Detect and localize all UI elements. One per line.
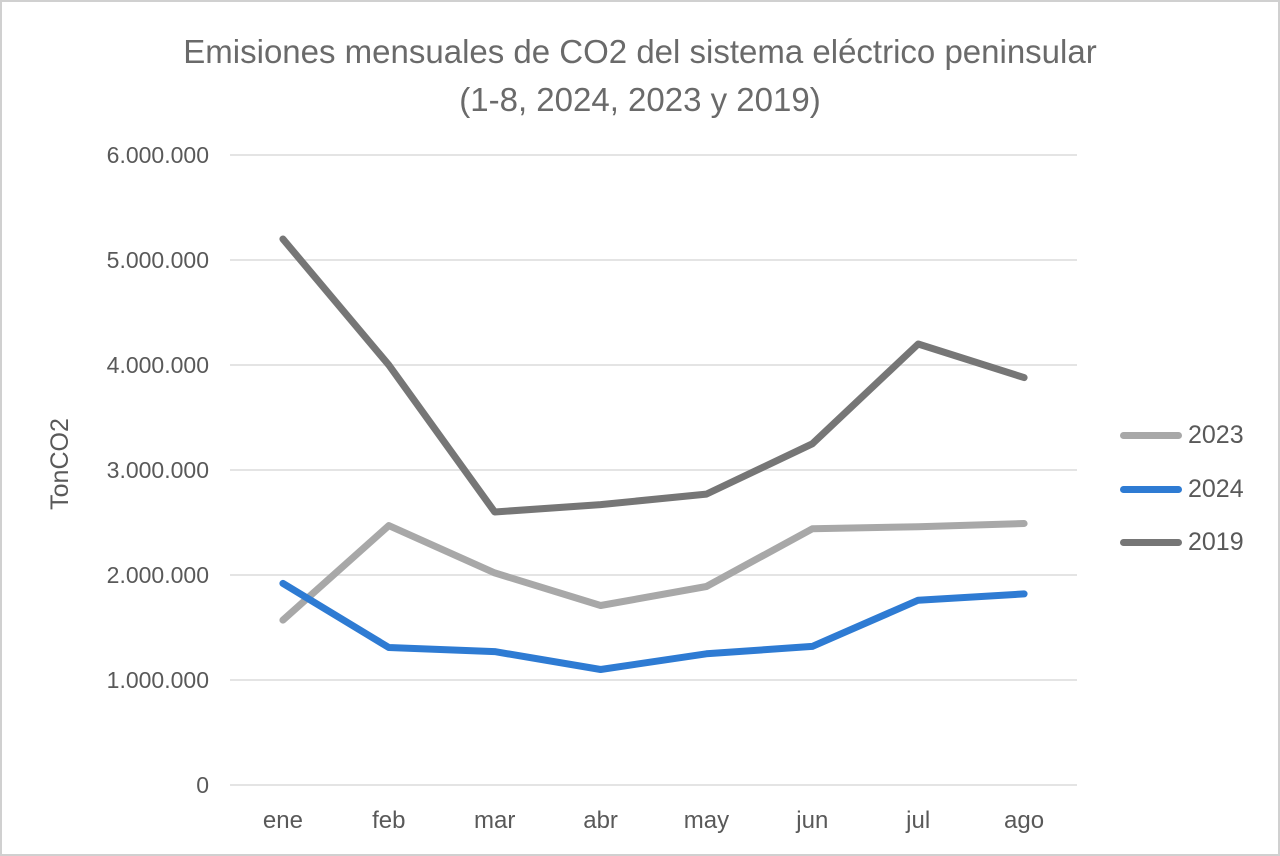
x-tick-label-jul: jul xyxy=(906,807,931,834)
legend-label-2023: 2023 xyxy=(1188,421,1244,449)
x-tick-label-ago: ago xyxy=(1004,807,1045,834)
chart-title: Emisiones mensuales de CO2 del sistema e… xyxy=(2,28,1278,124)
y-tick-label: 1.000.000 xyxy=(106,667,209,693)
legend-label-2024: 2024 xyxy=(1188,475,1244,503)
y-tick-label: 3.000.000 xyxy=(106,457,209,483)
legend-swatch-2024 xyxy=(1120,486,1182,493)
x-tick-label-mar: mar xyxy=(474,807,516,834)
x-tick-label-may: may xyxy=(683,807,730,834)
series-line-2024 xyxy=(279,579,1028,673)
legend-swatch-2019 xyxy=(1120,539,1182,546)
y-tick-label: 6.000.000 xyxy=(106,142,209,168)
x-tick-label-jun: jun xyxy=(796,807,829,834)
legend-swatch-2023 xyxy=(1120,432,1182,439)
legend-label-2019: 2019 xyxy=(1188,528,1244,556)
x-tick-label-abr: abr xyxy=(583,807,618,834)
y-tick-label: 0 xyxy=(196,772,209,798)
series-line-2019 xyxy=(279,235,1028,516)
series-line-2023 xyxy=(279,520,1028,624)
x-tick-label-feb: feb xyxy=(372,807,406,834)
y-tick-label: 2.000.000 xyxy=(106,562,209,588)
chart-title-line2: (1-8, 2024, 2023 y 2019) xyxy=(459,81,821,118)
y-tick-label: 4.000.000 xyxy=(106,352,209,378)
chart-title-line1: Emisiones mensuales de CO2 del sistema e… xyxy=(183,33,1097,70)
x-tick-label-ene: ene xyxy=(262,807,303,834)
y-tick-label: 5.000.000 xyxy=(106,247,209,273)
